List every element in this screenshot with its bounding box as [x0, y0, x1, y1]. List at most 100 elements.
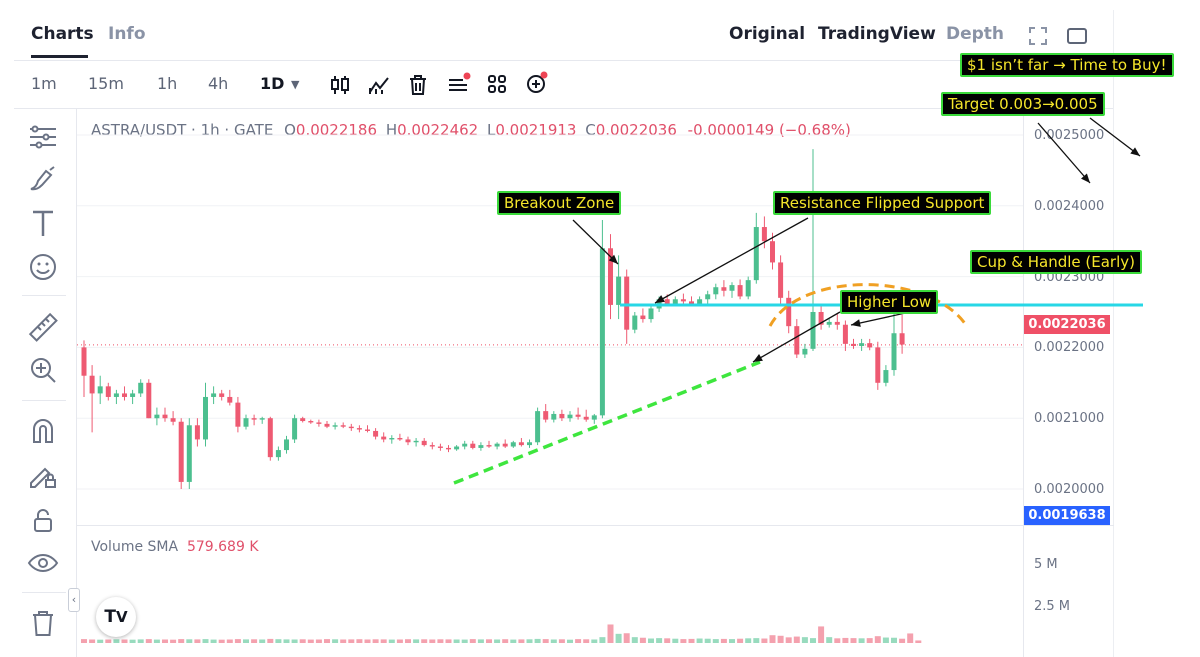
- volume-bar: [388, 639, 395, 643]
- annotation-cup-handle: Cup & Handle (Early): [970, 250, 1142, 274]
- brush-icon[interactable]: [26, 162, 60, 196]
- candle-body: [267, 418, 273, 458]
- candle-body: [802, 348, 808, 355]
- volume-tick-label: 2.5 M: [1034, 599, 1071, 614]
- candle-body: [527, 442, 532, 446]
- candle-body: [340, 425, 346, 427]
- trend-tools-icon[interactable]: [26, 120, 60, 154]
- lock-drawing-icon[interactable]: [26, 458, 60, 492]
- volume-bar: [899, 638, 906, 643]
- unlock-icon[interactable]: [26, 503, 60, 537]
- candle-body: [826, 321, 832, 325]
- candle-body: [446, 447, 451, 450]
- magnet-icon[interactable]: [26, 414, 60, 448]
- volume-bar: [631, 637, 638, 643]
- candle-body: [194, 425, 200, 440]
- volume-bar: [753, 638, 760, 643]
- current-price-tag: 0.0022036: [1024, 315, 1110, 334]
- list-icon[interactable]: [447, 72, 471, 96]
- tab-info[interactable]: Info: [108, 24, 146, 44]
- volume-bar: [745, 638, 752, 643]
- volume-bar: [275, 639, 282, 643]
- candle-body: [203, 396, 208, 440]
- window-icon[interactable]: [1066, 27, 1088, 45]
- candle-body: [883, 370, 889, 383]
- volume-pane-divider: [77, 525, 1114, 526]
- volume-bar: [842, 637, 849, 643]
- eye-icon[interactable]: [26, 546, 60, 580]
- text-tool-icon[interactable]: [26, 206, 60, 240]
- volume-bar: [810, 638, 816, 643]
- candle-body: [470, 443, 476, 448]
- candle-body: [591, 415, 597, 420]
- candle-body: [308, 421, 314, 423]
- interval-1h[interactable]: 1h: [157, 74, 178, 93]
- volume-bar: [680, 639, 687, 643]
- emoji-icon[interactable]: [26, 250, 60, 284]
- layout-grid-icon[interactable]: [487, 74, 507, 94]
- candle-body: [721, 287, 727, 291]
- volume-bar: [202, 639, 209, 643]
- volume-bar: [607, 624, 614, 643]
- interval-1d[interactable]: 1D: [260, 74, 285, 93]
- candle-body: [818, 312, 824, 325]
- candle-body: [567, 414, 573, 419]
- zoom-in-icon[interactable]: [26, 353, 60, 387]
- volume-bar: [162, 639, 168, 643]
- candle-body: [300, 418, 306, 422]
- candle-body: [851, 343, 856, 346]
- add-plus-icon[interactable]: [525, 71, 549, 95]
- candle-body: [575, 414, 581, 417]
- volume-bar: [145, 639, 152, 643]
- ruler-icon[interactable]: [26, 310, 60, 344]
- volume-bar: [218, 639, 225, 643]
- candle-body: [608, 248, 613, 305]
- tab-depth[interactable]: Depth: [946, 24, 1005, 44]
- arrow-breakout: [572, 219, 619, 265]
- tab-tradingview[interactable]: TradingView: [818, 24, 936, 44]
- volume-bar: [858, 638, 865, 643]
- interval-4h[interactable]: 4h: [208, 74, 229, 93]
- arrow-resistance-support-head: [655, 295, 665, 303]
- interval-1m[interactable]: 1m: [31, 74, 57, 93]
- candle-body: [842, 324, 848, 344]
- volume-bar: [137, 639, 144, 643]
- candle-body: [462, 443, 468, 447]
- indicators-icon[interactable]: [368, 74, 390, 96]
- tab-original[interactable]: Original: [729, 24, 806, 44]
- candle-body: [664, 299, 670, 304]
- candle-body: [559, 413, 565, 419]
- candle-body: [219, 393, 225, 397]
- volume-bar: [907, 633, 914, 643]
- volume-bar: [526, 639, 533, 643]
- volume-bar: [696, 638, 703, 643]
- interval-15m[interactable]: 15m: [88, 74, 124, 93]
- arrow-resistance-support: [654, 217, 809, 304]
- annotation-target: Target 0.003→0.005: [941, 92, 1105, 116]
- candle-body: [599, 248, 605, 416]
- tab-charts[interactable]: Charts: [31, 24, 94, 44]
- candle-body: [138, 382, 144, 394]
- trendline: [453, 360, 761, 485]
- candle-type-icon[interactable]: [329, 74, 351, 96]
- candle-body: [122, 393, 127, 397]
- delete-drawings-icon[interactable]: [26, 606, 60, 640]
- arrow-breakout-head: [608, 254, 618, 264]
- volume-bar: [97, 639, 104, 643]
- candle-body: [761, 227, 767, 242]
- candle-body: [284, 439, 289, 451]
- fullscreen-icon[interactable]: [1028, 26, 1048, 46]
- trash-icon[interactable]: [408, 74, 428, 96]
- collapse-sidebar-button[interactable]: ‹: [68, 588, 80, 612]
- volume-bar: [405, 639, 411, 643]
- volume-bar: [429, 639, 436, 643]
- candle-body: [292, 418, 298, 440]
- volume-bar: [826, 637, 833, 643]
- volume-bar: [178, 639, 185, 643]
- volume-bar: [518, 639, 525, 643]
- panel-edge: [1113, 10, 1114, 657]
- volume-bar: [834, 638, 841, 643]
- chevron-down-icon[interactable]: ▼: [291, 78, 300, 91]
